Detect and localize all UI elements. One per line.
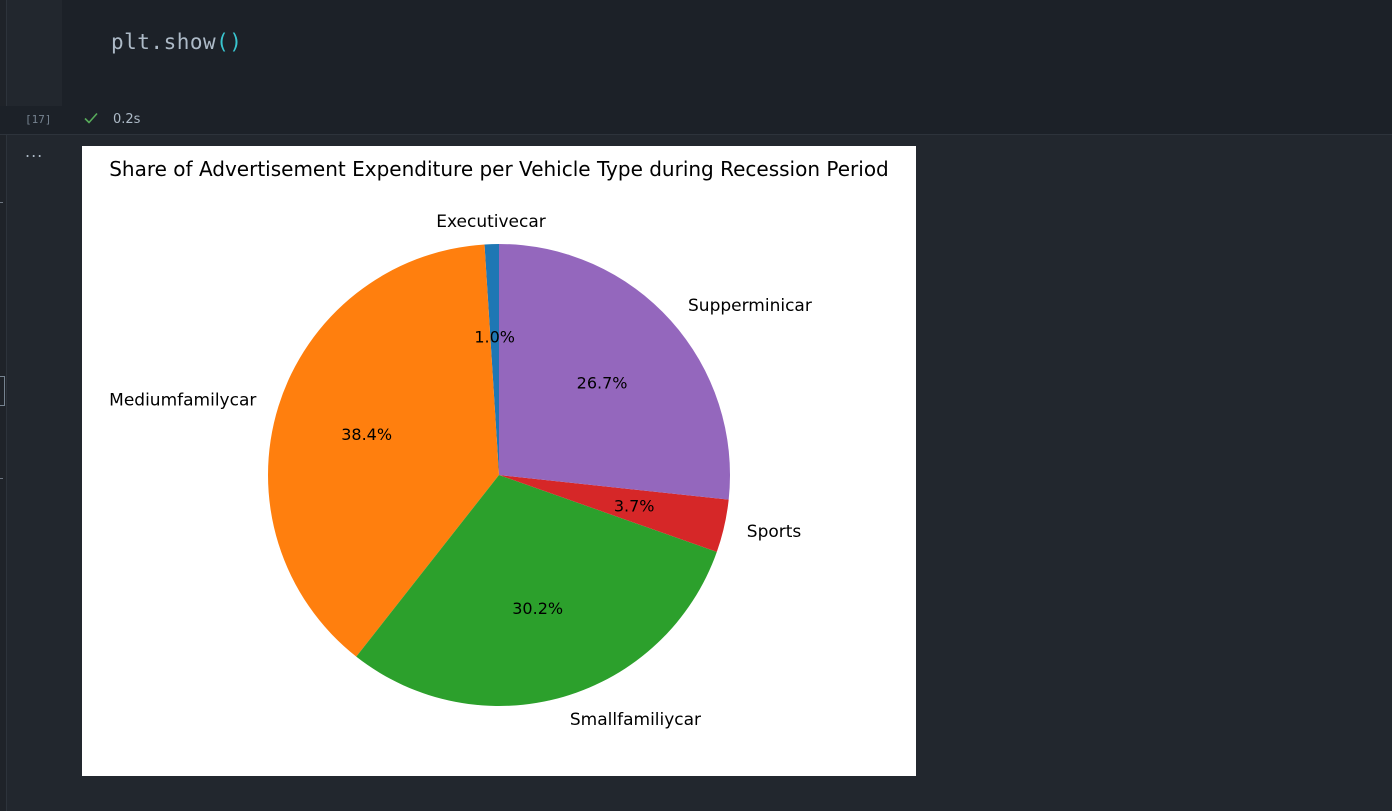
slice-percent-label: 26.7% bbox=[577, 373, 628, 392]
edge-tick bbox=[0, 478, 3, 479]
slice-percent-label: 38.4% bbox=[341, 425, 392, 444]
slice-label: Sports bbox=[747, 522, 802, 542]
slice-label: Smallfamiliycar bbox=[570, 710, 701, 730]
chart-title: Share of Advertisement Expenditure per V… bbox=[109, 157, 889, 181]
code-cell[interactable]: plt.show() bbox=[62, 0, 1392, 106]
slice-label: Executivecar bbox=[436, 212, 546, 232]
edge-tick bbox=[0, 202, 3, 203]
chart-figure: Share of Advertisement Expenditure per V… bbox=[82, 146, 916, 776]
execution-count: [17] bbox=[25, 113, 52, 126]
slice-label: Supperminicar bbox=[688, 296, 812, 316]
slice-percent-label: 1.0% bbox=[474, 327, 515, 346]
pie-slice-smallfamiliycar bbox=[356, 475, 717, 706]
pie-slice-supperminicar bbox=[499, 244, 730, 500]
pie-slice-sports bbox=[499, 475, 729, 552]
pie-chart: Share of Advertisement Expenditure per V… bbox=[109, 157, 889, 730]
code-parentheses: () bbox=[216, 30, 243, 54]
execution-status-row bbox=[0, 106, 1392, 135]
execution-time: 0.2s bbox=[113, 112, 141, 127]
slice-percent-label: 3.7% bbox=[614, 497, 655, 516]
edge-handle[interactable] bbox=[0, 376, 5, 406]
code-function: plt.show bbox=[111, 30, 217, 54]
left-edge-strip bbox=[0, 0, 7, 811]
code-line[interactable]: plt.show() bbox=[111, 30, 242, 54]
slice-label: Mediumfamilycar bbox=[109, 391, 256, 411]
check-icon bbox=[84, 112, 98, 124]
pie-slice-executivecar bbox=[484, 244, 499, 475]
slice-percent-label: 30.2% bbox=[512, 599, 563, 618]
output-menu-icon[interactable]: ... bbox=[25, 142, 44, 161]
pie-slice-mediumfamilycar bbox=[268, 244, 499, 657]
